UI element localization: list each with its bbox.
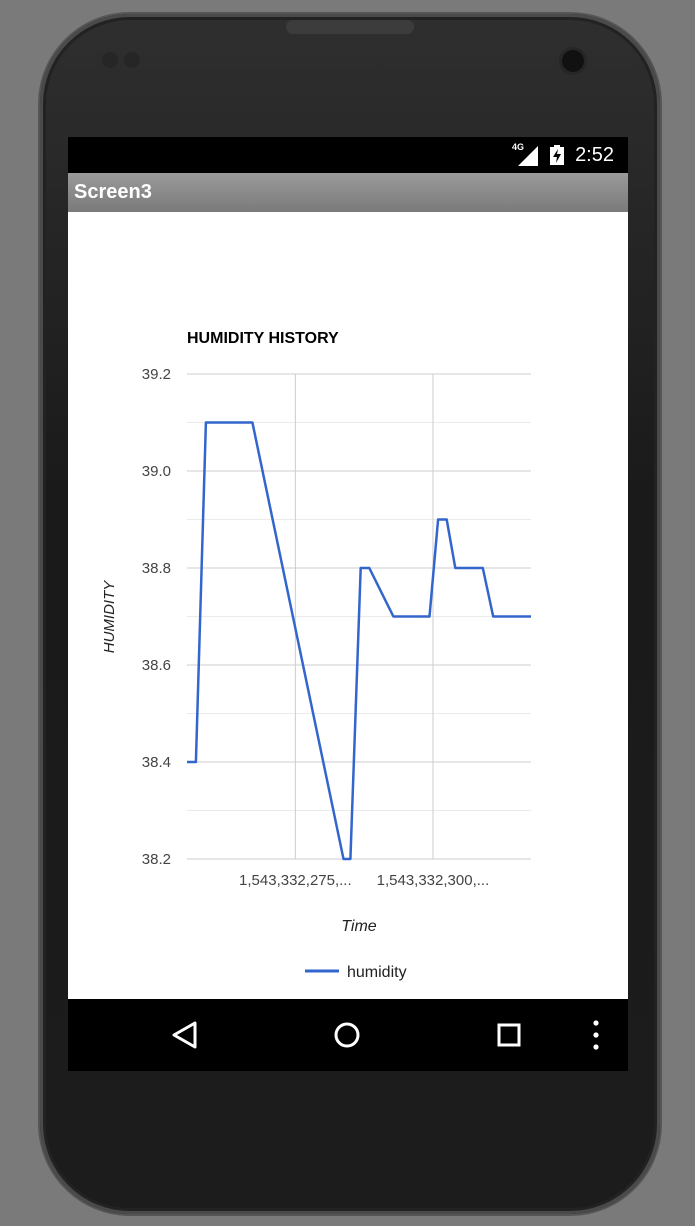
y-tick-label: 38.6 <box>142 657 171 674</box>
chart-series <box>187 421 531 861</box>
series-line-humidity <box>187 421 531 861</box>
battery-charging-icon <box>550 145 564 165</box>
y-tick-label: 38.2 <box>142 851 171 868</box>
x-axis-ticks: 1,543,332,275,... 1,543,332,300,... <box>239 872 489 889</box>
app-title-bar: Screen3 <box>68 173 628 212</box>
legend-label: humidity <box>347 964 407 981</box>
y-tick-label: 38.4 <box>142 754 171 771</box>
chart-title: HUMIDITY HISTORY <box>187 330 339 347</box>
x-axis-label: Time <box>341 918 377 935</box>
home-circle-icon[interactable] <box>327 1017 367 1053</box>
app-title: Screen3 <box>74 181 152 203</box>
signal-icon <box>518 146 538 166</box>
y-tick-label: 39.0 <box>142 463 171 480</box>
legend: humidity <box>305 964 407 981</box>
speaker-grille <box>286 20 414 34</box>
x-tick-label: 1,543,332,300,... <box>377 872 490 889</box>
overflow-menu-icon[interactable] <box>576 1017 616 1053</box>
humidity-chart: HUMIDITY HISTORY 38.2 38.4 38.6 38.8 39.0 39.… <box>101 330 531 981</box>
back-triangle-icon[interactable] <box>164 1017 204 1053</box>
y-tick-label: 39.2 <box>142 366 171 383</box>
sensor-dot <box>102 52 118 68</box>
front-camera <box>562 50 584 72</box>
y-axis-label: HUMIDITY <box>101 580 118 653</box>
screen: 4G 2:52 Screen3 HUMIDITY HISTORY 38.2 38.… <box>68 137 628 1071</box>
y-tick-label: 38.8 <box>142 560 171 577</box>
status-time: 2:52 <box>575 144 614 166</box>
sensor-dot <box>124 52 140 68</box>
y-axis-ticks: 38.2 38.4 38.6 38.8 39.0 39.2 <box>142 366 171 868</box>
nav-bar <box>68 999 628 1071</box>
status-bar: 4G 2:52 <box>68 137 628 173</box>
chart-container: HUMIDITY HISTORY 38.2 38.4 38.6 38.8 39.0 39.… <box>68 212 628 999</box>
recents-square-icon[interactable] <box>489 1017 529 1053</box>
network-type: 4G <box>512 142 525 152</box>
x-tick-label: 1,543,332,275,... <box>239 872 352 889</box>
